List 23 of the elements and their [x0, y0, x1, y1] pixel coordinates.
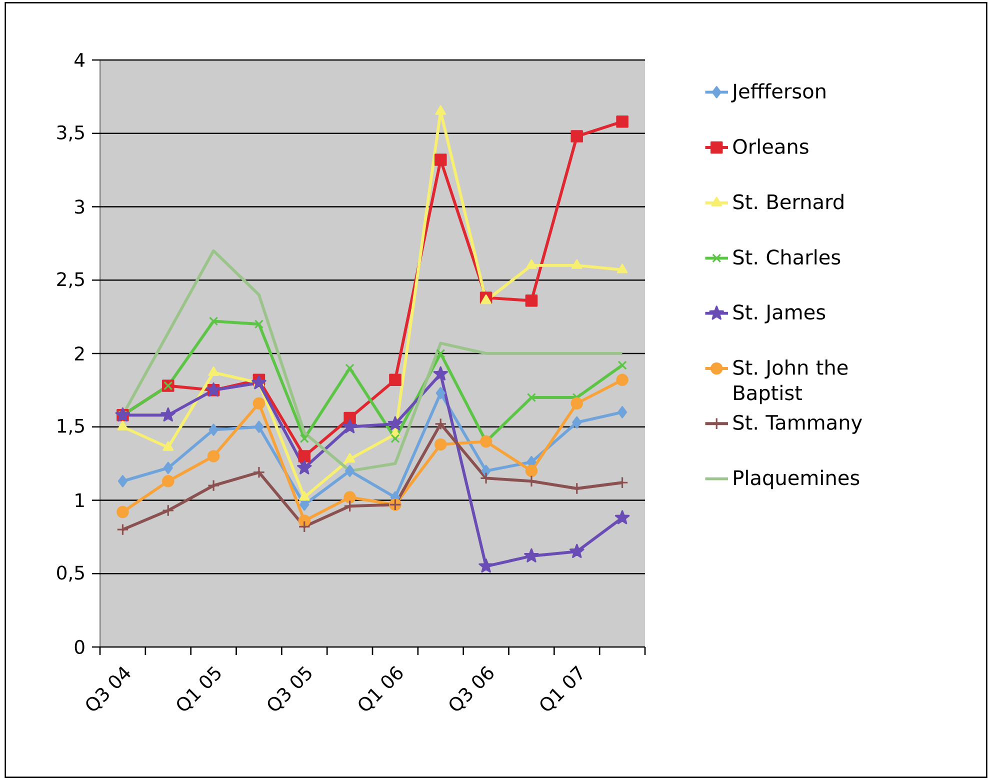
- legend-label: St. Bernard: [733, 194, 844, 210]
- legend-label: St. Charles: [733, 249, 840, 265]
- legend-label: St. Tammany: [733, 414, 862, 434]
- x-tick-label: Q1 07: [540, 665, 582, 711]
- y-tick-label: 1: [76, 493, 84, 508]
- y-tick-label: 2,5: [57, 272, 84, 288]
- x-tick-label: Q3 04: [86, 666, 130, 711]
- legend-label: Orleans: [733, 138, 808, 154]
- x-tick-label: Q3 05: [268, 666, 312, 711]
- y-tick-label: 0,5: [57, 566, 84, 582]
- y-tick-label: 4: [74, 53, 84, 67]
- legend-label: St. James: [733, 304, 826, 324]
- legend-label: Jeffferson: [731, 83, 826, 102]
- y-tick-label: 2: [75, 346, 84, 360]
- y-tick-label: 1,5: [58, 418, 84, 435]
- x-tick-label: Q1 06: [358, 666, 403, 711]
- legend-label: St. John the Baptist: [733, 360, 848, 404]
- x-tick-label: Q1 05: [177, 666, 221, 711]
- y-tick-label: 3,5: [57, 125, 84, 142]
- x-tick-label: Q3 06: [450, 666, 494, 711]
- y-tick-label: 3: [75, 200, 84, 214]
- legend-label: Plaquemines: [734, 470, 860, 490]
- y-tick-label: 0: [74, 640, 84, 654]
